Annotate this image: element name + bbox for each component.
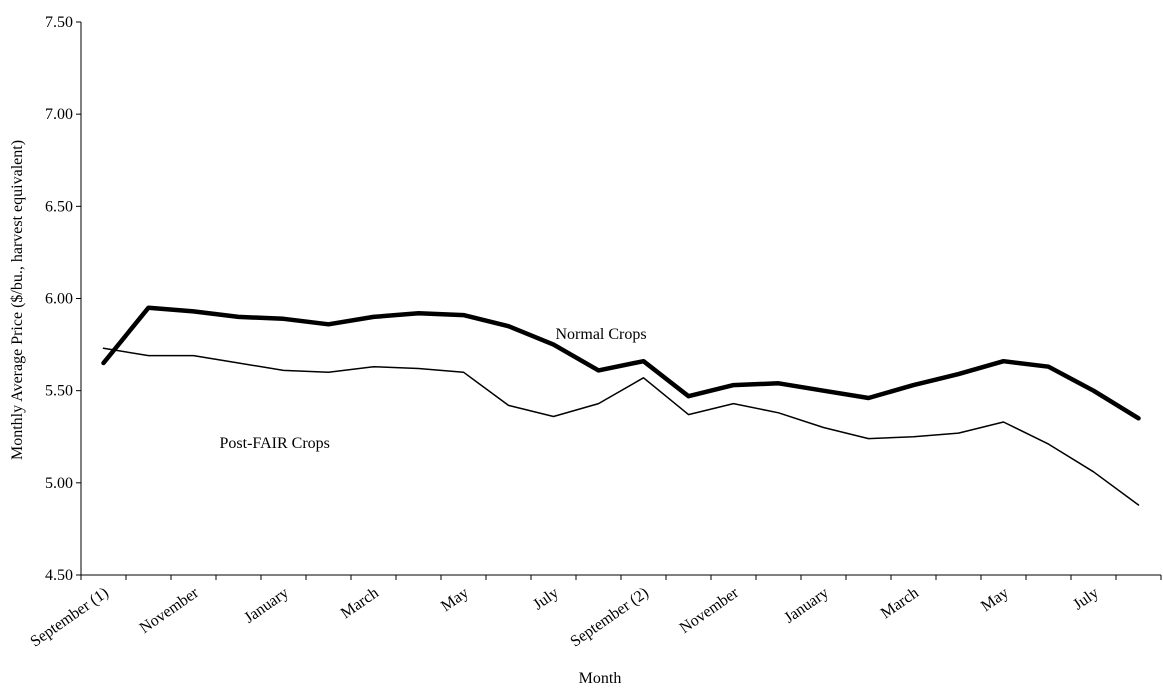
x-tick-label: November	[137, 584, 203, 637]
x-tick-label: March	[338, 584, 382, 622]
x-tick-label: November	[677, 584, 743, 637]
y-axis-title: Monthly Average Price ($/bu., harvest eq…	[9, 140, 26, 460]
x-tick-label: January	[241, 584, 292, 626]
x-tick-label: September (1)	[27, 584, 111, 650]
series-line-post-fair-crops	[102, 347, 1140, 506]
x-tick-label: January	[781, 584, 832, 626]
annotation-post-fair-crops: Post-FAIR Crops	[220, 435, 330, 452]
axes	[80, 22, 1161, 576]
x-tick-label: March	[878, 584, 922, 622]
annotation-normal-crops: Normal Crops	[556, 326, 647, 343]
y-tick-label: 4.50	[45, 567, 73, 584]
y-tick-label: 5.50	[45, 383, 73, 400]
x-axis-title: Month	[579, 670, 622, 687]
y-tick-label: 5.00	[45, 475, 73, 492]
series-line-normal-crops	[101, 305, 1141, 421]
x-tick-label: May	[438, 584, 472, 615]
y-tick-label: 6.00	[45, 291, 73, 308]
x-tick-label: May	[978, 584, 1012, 615]
x-tick-label: July	[530, 584, 562, 613]
y-tick-label: 7.00	[45, 106, 73, 123]
x-tick-label: July	[1070, 584, 1102, 613]
x-axis-ticks: September (1) November January March May July…	[27, 575, 1162, 651]
series-layer	[101, 305, 1141, 506]
x-tick-label: September (2)	[567, 584, 651, 650]
y-axis-ticks: 4.50 5.00 5.50 6.00 6.50 7.00 7.50	[45, 14, 81, 584]
y-tick-label: 7.50	[45, 14, 73, 31]
y-tick-label: 6.50	[45, 198, 73, 215]
